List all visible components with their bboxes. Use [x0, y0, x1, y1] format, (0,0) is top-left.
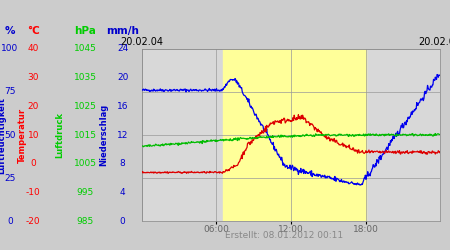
Text: 1035: 1035 [73, 73, 97, 82]
Text: °C: °C [27, 26, 40, 36]
Text: 0: 0 [7, 217, 13, 226]
Text: 1045: 1045 [74, 44, 96, 53]
Text: 0: 0 [31, 159, 36, 168]
Text: 30: 30 [27, 73, 39, 82]
Text: 20: 20 [117, 73, 128, 82]
Text: 985: 985 [76, 217, 94, 226]
Text: 1025: 1025 [74, 102, 96, 111]
Text: 8: 8 [120, 159, 126, 168]
Text: Niederschlag: Niederschlag [99, 104, 108, 166]
Text: %: % [4, 26, 15, 36]
Text: 25: 25 [4, 174, 16, 182]
Text: Luftdruck: Luftdruck [55, 112, 64, 158]
Text: Temperatur: Temperatur [18, 108, 27, 162]
Text: -20: -20 [26, 217, 40, 226]
Text: 100: 100 [1, 44, 18, 53]
Text: 995: 995 [76, 188, 94, 197]
Text: 0: 0 [120, 217, 126, 226]
Text: Luftfeuchtigkeit: Luftfeuchtigkeit [0, 96, 6, 174]
Text: Erstellt: 08.01.2012 00:11: Erstellt: 08.01.2012 00:11 [225, 231, 343, 240]
Text: 4: 4 [120, 188, 126, 197]
Bar [223, 49, 365, 221]
Text: 10: 10 [27, 130, 39, 140]
Text: hPa: hPa [74, 26, 96, 36]
Text: 50: 50 [4, 130, 16, 140]
Text: 16: 16 [117, 102, 128, 111]
Text: 75: 75 [4, 87, 16, 96]
Text: 40: 40 [27, 44, 39, 53]
Text: mm/h: mm/h [106, 26, 139, 36]
Text: 12: 12 [117, 130, 128, 140]
Text: 1005: 1005 [73, 159, 97, 168]
Text: -10: -10 [26, 188, 40, 197]
Text: 1015: 1015 [73, 130, 97, 140]
Text: 20: 20 [27, 102, 39, 111]
Text: 24: 24 [117, 44, 128, 53]
